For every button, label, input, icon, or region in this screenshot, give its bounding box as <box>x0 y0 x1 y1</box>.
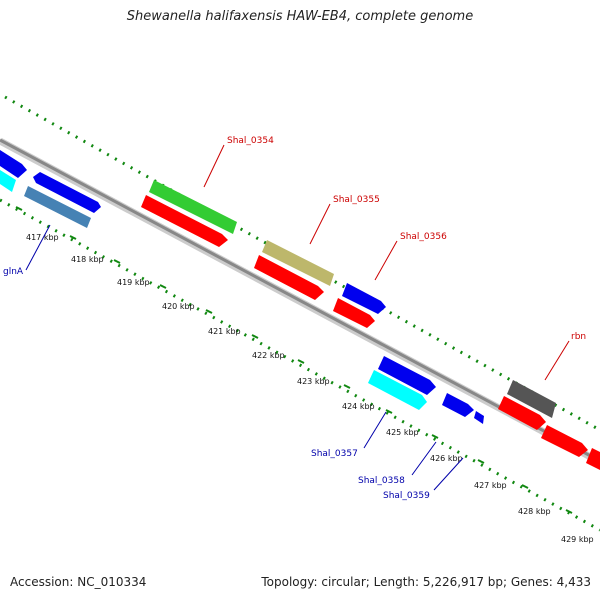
gene-label-plus: Shal_0355 <box>333 195 380 205</box>
tick-label: 420 kbp <box>162 302 195 311</box>
leader-line <box>203 144 225 188</box>
tick-label: 429 kbp <box>561 535 594 544</box>
gene-label-plus: rbn <box>571 332 586 342</box>
leader-line <box>25 224 51 271</box>
leader-line <box>411 441 437 476</box>
gene-arrow-blue <box>0 150 27 178</box>
gene-arrow-blue <box>33 172 101 213</box>
gene-arrow-blue <box>342 283 386 314</box>
tick-mark <box>477 459 485 464</box>
tick-mark <box>343 384 351 389</box>
gene-arrow-red <box>333 298 375 328</box>
tick-label: 422 kbp <box>252 351 285 360</box>
accession-label: Accession: NC_010334 <box>10 575 147 589</box>
gene-arrow-gray <box>507 380 556 418</box>
gene-arrow-red <box>141 195 228 247</box>
tick-mark <box>565 509 573 514</box>
tick-label: 417 kbp <box>26 233 59 242</box>
tick-labels: 417 kbp 418 kbp 419 kbp 420 kbp 421 kbp … <box>26 233 594 544</box>
leader-line <box>374 240 398 281</box>
gene-arrow-blue <box>474 411 484 424</box>
outer-dotted-track <box>4 95 600 432</box>
tick-label: 427 kbp <box>474 481 507 490</box>
tick-label: 428 kbp <box>518 507 551 516</box>
tick-mark <box>69 235 77 240</box>
genome-summary-label: Topology: circular; Length: 5,226,917 bp… <box>261 575 591 589</box>
tick-mark <box>431 434 439 439</box>
gene-arrow-cyan <box>368 370 427 410</box>
gene-arrow-steelblue <box>24 186 91 228</box>
gene-label-minus: Shal_0359 <box>383 491 430 501</box>
gene-arrow-blue <box>442 393 474 417</box>
gene-features <box>0 150 600 470</box>
tick-label: 419 kbp <box>117 278 150 287</box>
tick-mark <box>159 284 167 289</box>
tick-mark <box>251 334 259 339</box>
tick-mark <box>521 484 529 489</box>
tick-mark <box>385 409 393 414</box>
gene-arrow-red <box>586 448 600 470</box>
tick-mark <box>205 309 213 314</box>
tick-label: 426 kbp <box>430 454 463 463</box>
leader-line <box>309 203 331 245</box>
tick-label: 423 kbp <box>297 377 330 386</box>
tick-label: 421 kbp <box>208 327 241 336</box>
inner-dotted-track <box>0 198 600 532</box>
tick-mark <box>113 259 121 264</box>
gene-arrow-khaki <box>262 240 334 286</box>
gene-labels: Shal_0354 Shal_0355 Shal_0356 rbn glnA S… <box>3 136 586 501</box>
label-leaders <box>25 144 570 491</box>
gene-label-plus: Shal_0356 <box>400 232 447 242</box>
tick-label: 425 kbp <box>386 428 419 437</box>
leader-line <box>433 457 464 491</box>
leader-line <box>544 340 570 381</box>
gene-label-minus: Shal_0358 <box>358 476 405 486</box>
gene-arrow-red <box>254 255 324 300</box>
tick-mark <box>297 359 305 364</box>
tick-label: 418 kbp <box>71 255 104 264</box>
map-title: Shewanella halifaxensis HAW-EB4, complet… <box>126 9 474 24</box>
gene-arrow-cyan <box>0 170 16 192</box>
gene-arrow-red <box>498 396 546 430</box>
leader-line <box>363 411 387 449</box>
gene-label-minus: Shal_0357 <box>311 449 358 459</box>
tick-marks <box>15 206 573 514</box>
tick-mark <box>15 206 23 211</box>
tick-label: 424 kbp <box>342 402 375 411</box>
gene-arrow-green <box>149 180 237 234</box>
gene-label-plus: Shal_0354 <box>227 136 274 146</box>
gene-label-minus: glnA <box>3 267 24 277</box>
gene-arrow-blue <box>378 356 436 395</box>
gene-arrow-red <box>541 425 588 457</box>
